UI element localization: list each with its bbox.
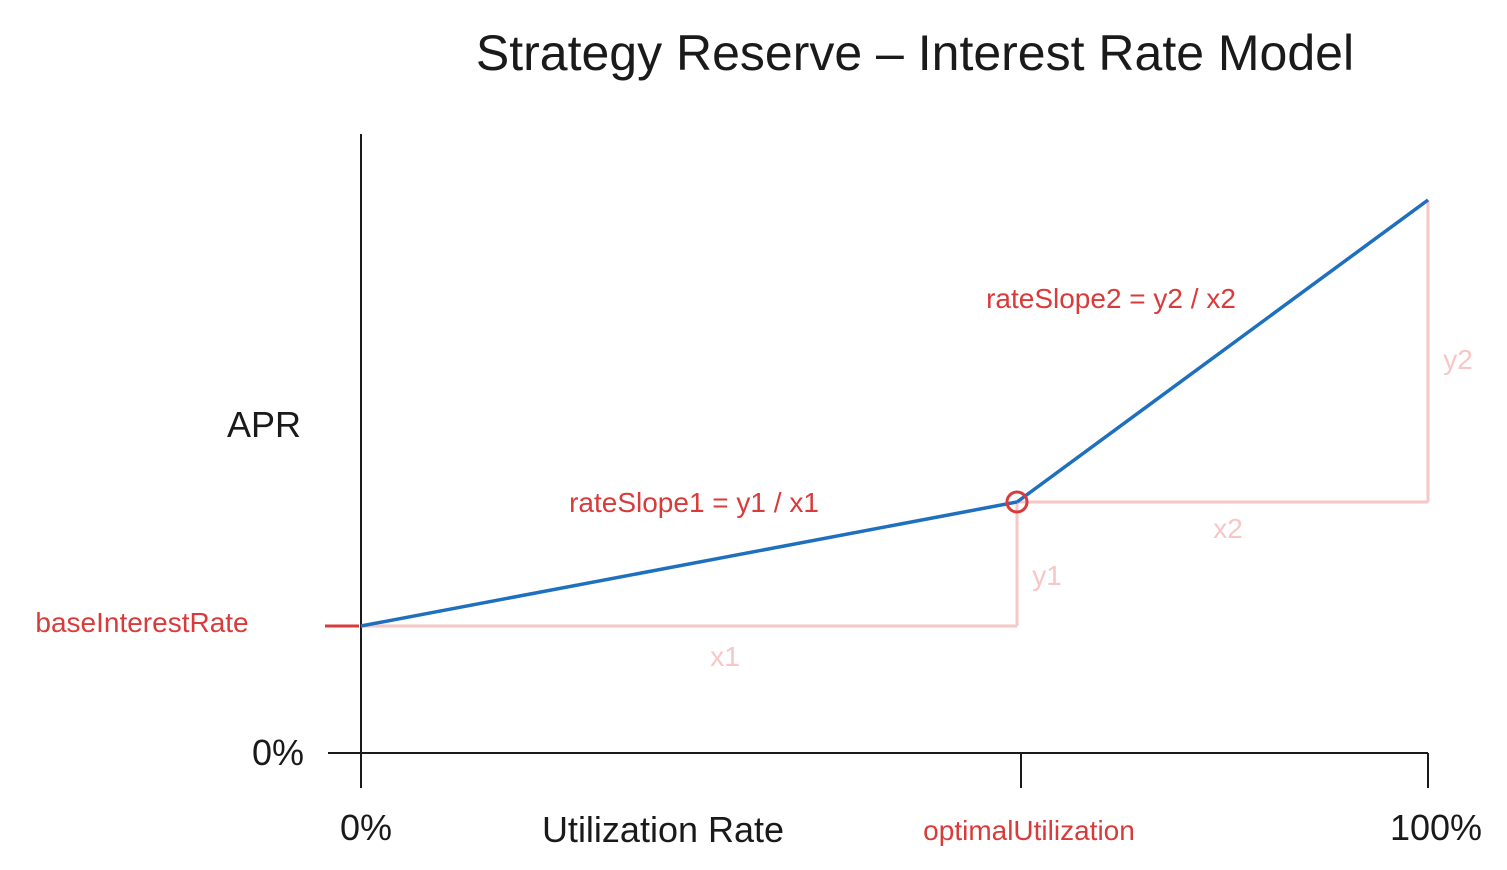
rate-line-segment-1	[360, 500, 1018, 628]
slope2-annotation: rateSlope2 = y2 / x2	[986, 283, 1236, 314]
y-axis-label: APR	[227, 404, 301, 445]
x-tick-label-optimal: optimalUtilization	[923, 815, 1135, 846]
y-tick-label-0: 0%	[252, 732, 304, 773]
slope1-annotation: rateSlope1 = y1 / x1	[569, 487, 819, 518]
x-axis-label: Utilization Rate	[542, 809, 784, 850]
x2-label: x2	[1213, 513, 1243, 544]
x-tick-label-100: 100%	[1390, 807, 1482, 848]
x1-label: x1	[710, 641, 740, 672]
y2-label: y2	[1443, 344, 1473, 375]
x-tick-label-0: 0%	[340, 807, 392, 848]
kink-point-marker	[1005, 490, 1029, 514]
rate-line-segment-2	[1015, 198, 1430, 504]
chart-title: Strategy Reserve – Interest Rate Model	[476, 25, 1354, 81]
base-rate-label: baseInterestRate	[35, 607, 248, 638]
y1-label: y1	[1032, 560, 1062, 591]
